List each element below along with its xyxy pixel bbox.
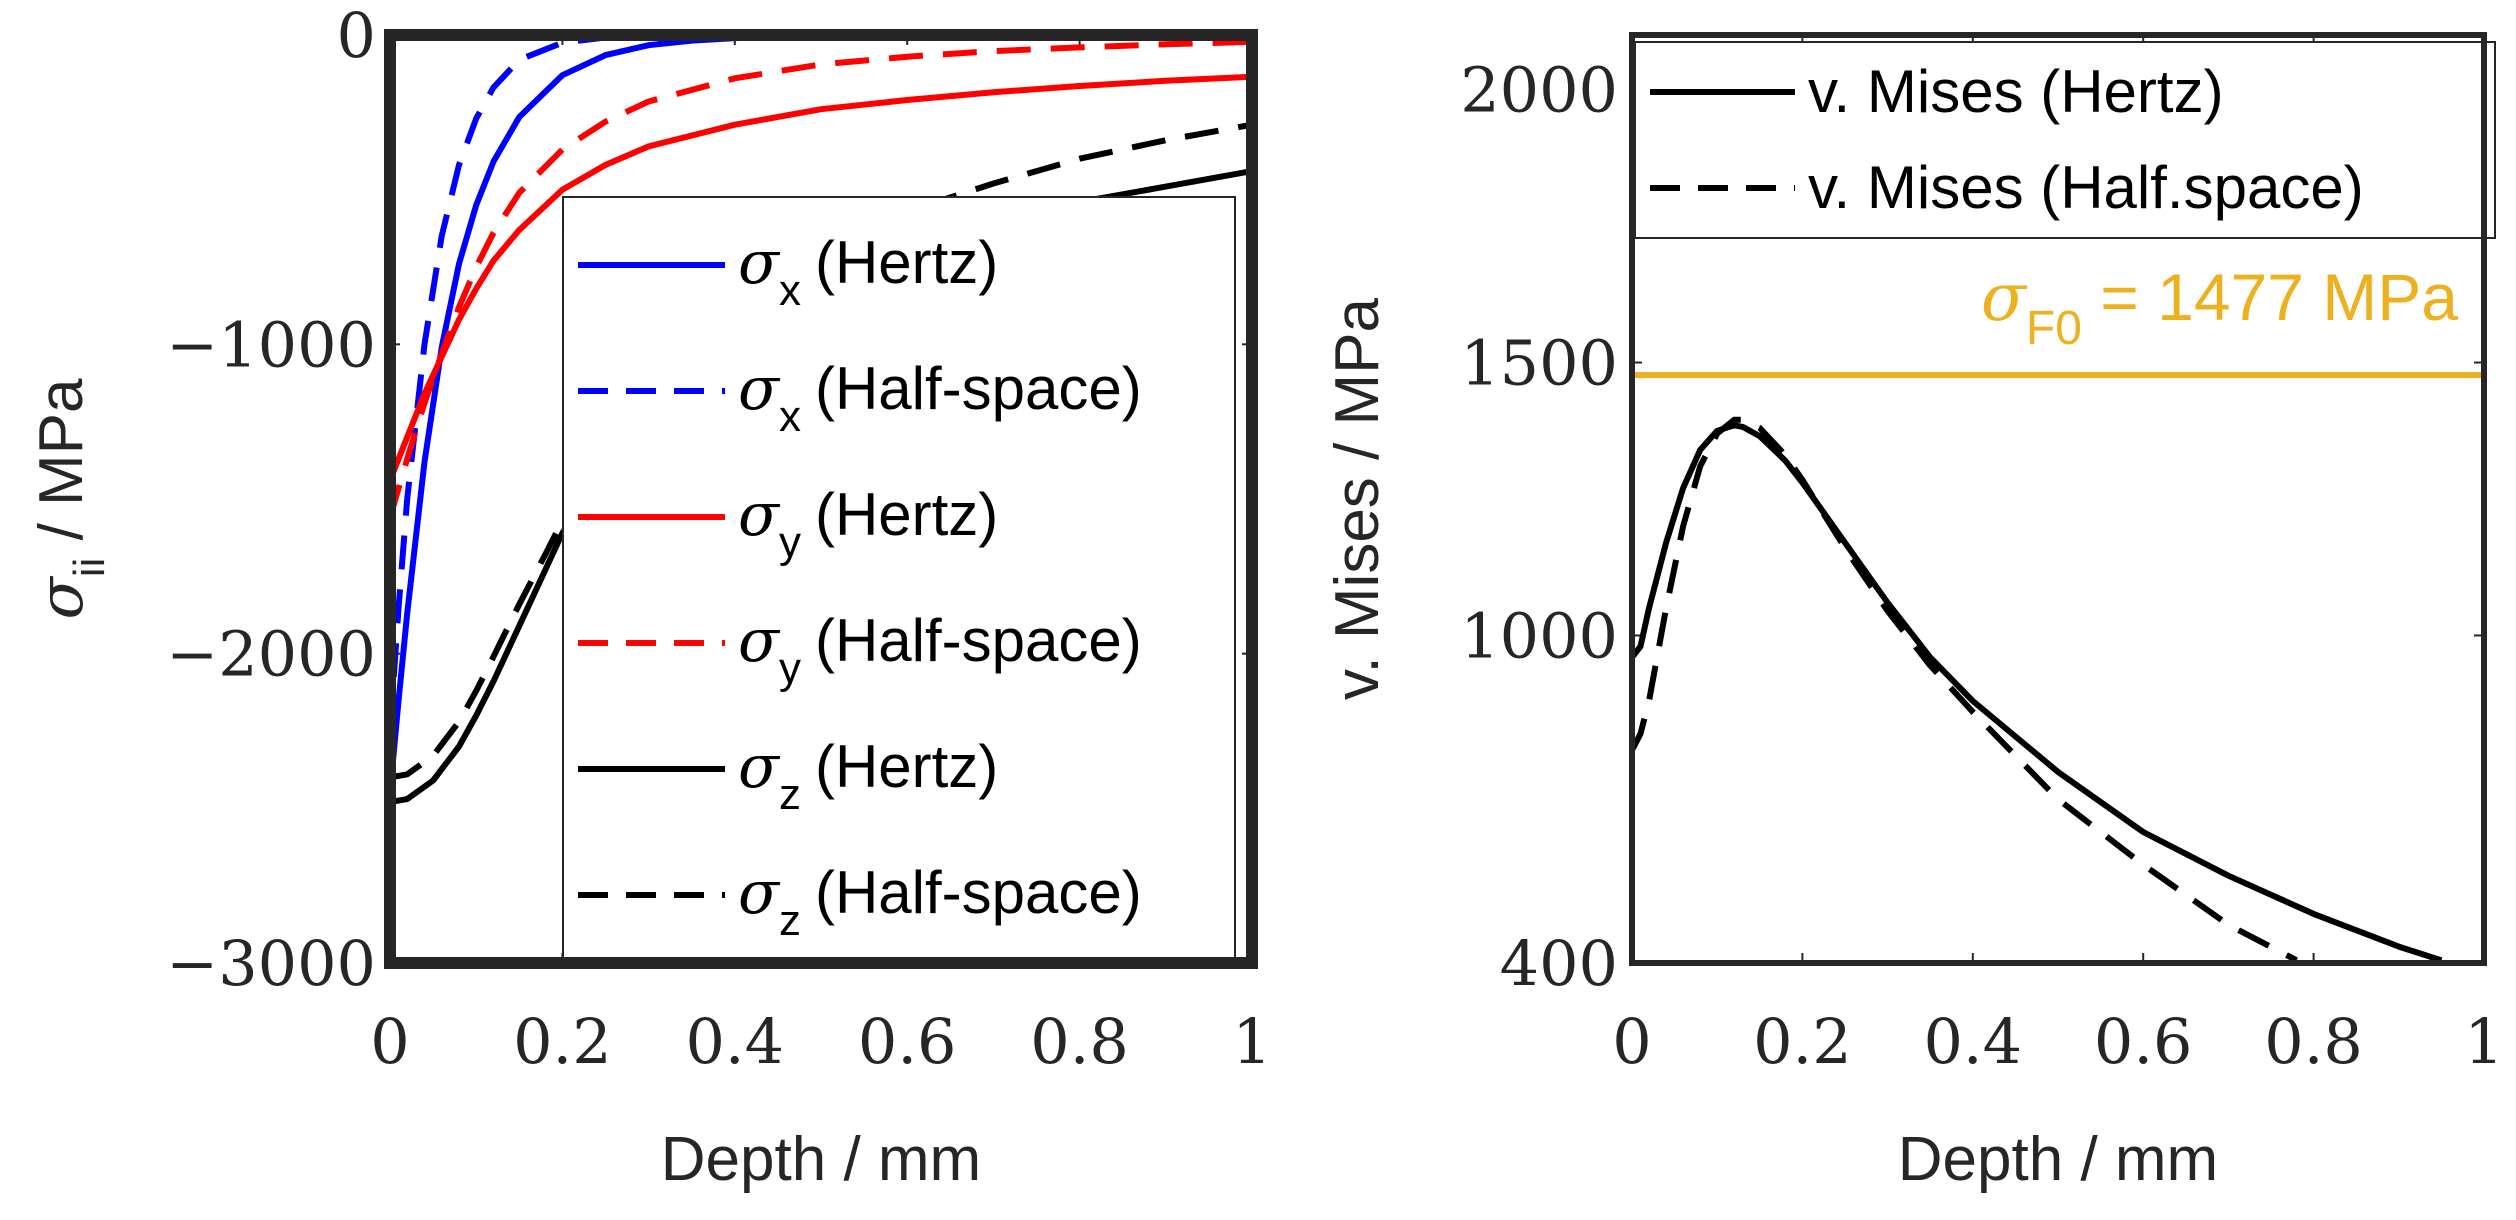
left-legend-box — [562, 196, 1236, 963]
left-series-line-3 — [390, 38, 1252, 519]
left-legend-label-sub-0: x — [779, 266, 801, 315]
left-legend-label-1: σx (Half-space) — [738, 354, 1142, 441]
left-y-axis-label-unit: / MPa — [27, 378, 96, 558]
left-legend-label-sub-5: z — [779, 896, 801, 945]
yield-strength-label-text: = 1477 MPa — [2082, 260, 2458, 334]
left-legend-label-suffix-1: (Half-space) — [815, 355, 1142, 422]
right-legend: v. Mises (Hertz) v. Mises (Half.space) — [1650, 58, 2364, 221]
left-x-tick-label-0: 0 — [370, 1005, 409, 1078]
left-x-tick-label-1: 0.2 — [513, 1005, 612, 1078]
right-y-tick-labels: 400 1000 1500 2000 — [1460, 54, 1618, 1000]
left-y-axis-label: σii / MPa — [24, 378, 114, 620]
right-y-tick-label-3: 2000 — [1460, 54, 1618, 127]
yield-strength-label-symbol: σ — [1981, 259, 2028, 336]
left-x-tick-label-5: 1 — [1232, 1005, 1271, 1078]
left-legend-label-5: σz (Half-space) — [738, 858, 1142, 945]
left-x-tick-label-4: 0.8 — [1030, 1005, 1129, 1078]
left-legend-label-suffix-4: (Hertz) — [815, 733, 998, 800]
right-x-tick-labels: 0 0.2 0.4 0.6 0.8 1 — [1612, 1005, 2503, 1078]
right-y-tick-label-0: 400 — [1500, 927, 1618, 1000]
left-legend-label-suffix-3: (Half-space) — [815, 607, 1142, 674]
right-series-line-1 — [1632, 416, 2298, 963]
left-legend-label-symbol-2: σ — [738, 480, 781, 550]
right-legend-label-1: v. Mises (Half.space) — [1808, 154, 2364, 221]
right-mises-chart: σF0 = 1477 MPa v. Mises (Hertz)v. Mises … — [1323, 32, 2504, 1194]
left-x-tick-label-3: 0.6 — [858, 1005, 957, 1078]
right-y-tick-label-2: 1500 — [1460, 327, 1618, 400]
left-legend-label-3: σy (Half-space) — [738, 606, 1142, 693]
left-stress-chart: σx (Hertz)σx (Half-space)σy (Hertz)σy (Half-… — [24, 0, 1272, 1194]
yield-strength-label-sub: F0 — [2026, 302, 2082, 355]
left-axes-frame — [384, 29, 1258, 969]
left-legend-label-2: σy (Hertz) — [738, 480, 998, 567]
left-legend-label-symbol-4: σ — [738, 732, 781, 802]
right-legend-label-0: v. Mises (Hertz) — [1808, 58, 2224, 125]
left-y-tick-label-3: 0 — [337, 0, 376, 72]
left-legend-label-symbol-0: σ — [738, 228, 781, 298]
left-legend-label-sub-3: y — [779, 644, 801, 693]
yield-strength-label: σF0 = 1477 MPa — [1981, 259, 2458, 355]
left-legend-label-0: σx (Hertz) — [738, 228, 998, 315]
right-x-tick-label-5: 1 — [2464, 1005, 2503, 1078]
right-x-tick-label-3: 0.6 — [2094, 1005, 2193, 1078]
left-legend-label-4: σz (Hertz) — [738, 732, 998, 819]
left-x-tick-labels: 0 0.2 0.4 0.6 0.8 1 — [370, 1005, 1271, 1078]
right-x-tick-label-2: 0.4 — [1923, 1005, 2022, 1078]
right-x-tick-label-4: 0.8 — [2264, 1005, 2363, 1078]
right-series-line-0 — [1632, 422, 2443, 963]
right-axes-frame — [1629, 32, 2487, 966]
left-y-axis-label-symbol: σ — [24, 576, 97, 620]
right-x-axis-label: Depth / mm — [1898, 1125, 2218, 1194]
left-legend-label-sub-4: z — [779, 770, 801, 819]
left-legend: σx (Hertz)σx (Half-space)σy (Hertz)σy (Half-… — [578, 228, 1142, 945]
right-y-axis-label: v. Mises / MPa — [1323, 298, 1392, 700]
right-series-lines — [1632, 416, 2443, 963]
left-legend-label-symbol-1: σ — [738, 354, 781, 424]
left-legend-label-symbol-3: σ — [738, 606, 781, 676]
left-y-tick-label-1: −2000 — [166, 618, 376, 691]
left-series-line-5 — [390, 121, 1252, 781]
left-y-axis-label-sub: ii — [65, 558, 114, 578]
left-y-tick-label-2: −1000 — [166, 308, 376, 381]
left-legend-label-symbol-5: σ — [738, 858, 781, 928]
left-legend-label-suffix-5: (Half-space) — [815, 859, 1142, 926]
left-legend-label-sub-1: x — [779, 392, 801, 441]
right-x-tick-label-1: 0.2 — [1753, 1005, 1852, 1078]
left-legend-label-suffix-0: (Hertz) — [815, 229, 998, 296]
left-y-tick-label-0: −3000 — [166, 927, 376, 1000]
left-legend-label-sub-2: y — [779, 518, 801, 567]
left-x-axis-label: Depth / mm — [661, 1125, 981, 1194]
left-x-tick-label-2: 0.4 — [685, 1005, 784, 1078]
left-legend-label-suffix-2: (Hertz) — [815, 481, 998, 548]
right-legend-box — [1634, 41, 2496, 239]
left-y-tick-labels: −3000 −2000 −1000 0 — [166, 0, 376, 1000]
right-y-tick-label-1: 1000 — [1460, 599, 1618, 672]
right-x-tick-label-0: 0 — [1612, 1005, 1651, 1078]
